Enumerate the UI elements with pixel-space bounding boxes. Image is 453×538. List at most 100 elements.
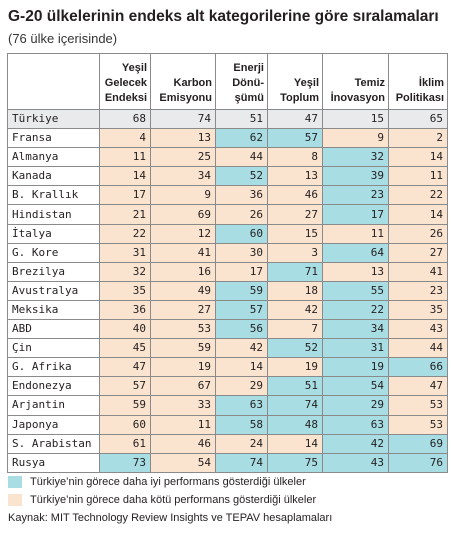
table-row: G. Afrika 47 19 14 19 19 66	[7, 357, 448, 378]
rank-cell: 36	[99, 299, 151, 321]
country-cell: Endonezya	[7, 376, 100, 397]
country-cell: Rusya	[7, 452, 100, 473]
legend-better: Türkiye’nin görece daha iyi performans g…	[8, 474, 448, 490]
rank-cell: 53	[388, 414, 448, 435]
rank-cell: 47	[388, 376, 448, 397]
column-header: Yeşil Gelecek Endeksi	[99, 53, 151, 110]
country-cell: G. Kore	[7, 242, 100, 263]
rank-cell: 45	[99, 338, 151, 359]
rank-cell: 64	[322, 242, 389, 263]
subtitle: (76 ülke içerisinde)	[8, 31, 118, 46]
rank-cell: 43	[322, 452, 389, 473]
country-cell: Japonya	[7, 414, 100, 435]
rank-cell: 7	[267, 319, 323, 340]
rank-cell: 31	[322, 338, 389, 359]
rank-cell: 26	[215, 204, 268, 225]
rank-cell: 13	[267, 166, 323, 187]
rank-cell: 46	[267, 185, 323, 206]
rank-cell: 41	[388, 261, 448, 282]
rank-cell: 14	[388, 147, 448, 168]
rank-cell: 42	[215, 338, 268, 359]
rank-cell: 63	[322, 414, 389, 435]
rank-cell: 40	[99, 319, 151, 340]
rank-cell: 23	[388, 280, 448, 301]
rank-cell: 14	[215, 357, 268, 378]
table-row: Endonezya 57 67 29 51 54 47	[7, 376, 448, 397]
country-cell: G. Afrika	[7, 357, 100, 378]
table-row: İtalya 22 12 60 15 11 26	[7, 223, 448, 244]
rank-cell: 42	[267, 299, 323, 321]
title-text: G-20 ülkelerinin endeks alt kategorileri…	[8, 8, 439, 25]
rank-cell: 57	[215, 299, 268, 321]
rank-cell: 29	[215, 376, 268, 397]
rank-cell: 43	[388, 319, 448, 340]
column-header-line: Yeşil	[293, 77, 319, 89]
rank-cell: 25	[150, 147, 216, 168]
column-header: Karbon Emisyonu	[150, 53, 216, 110]
rank-cell: 14	[388, 204, 448, 225]
rank-cell: 35	[99, 280, 151, 301]
column-header-line: Politikası	[395, 92, 444, 104]
rank-cell: 17	[215, 261, 268, 282]
rank-cell: 41	[150, 242, 216, 263]
country-cell: S. Arabistan	[7, 433, 100, 454]
rank-cell: 59	[150, 338, 216, 359]
rank-cell: 54	[150, 452, 216, 473]
country-cell: Çin	[7, 338, 100, 359]
rank-cell: 11	[322, 223, 389, 244]
column-header-line: Gelecek	[104, 77, 147, 89]
column-header-line: Karbon	[173, 77, 213, 89]
rank-cell: 27	[388, 242, 448, 263]
table-body: Türkiye 68 74 51 47 15 65 Fransa 4 13 62 57 9 2 Almany…	[7, 108, 448, 473]
rank-cell: 15	[322, 108, 389, 130]
rank-cell: 14	[267, 433, 323, 454]
legend-better-label: Türkiye’nin görece daha iyi performans g…	[30, 476, 306, 488]
rank-cell: 33	[150, 395, 216, 416]
rank-cell: 4	[99, 128, 151, 149]
column-header-line: Yeşil	[121, 62, 147, 74]
rank-cell: 18	[267, 280, 323, 301]
rank-cell: 32	[322, 147, 389, 168]
table-row: Hindistan 21 69 26 27 17 14	[7, 204, 448, 225]
table-row: Almanya 11 25 44 8 32 14	[7, 147, 448, 168]
rankings-table: Yeşil Gelecek Endeksi Karbon Emisyonu Enerji D…	[7, 53, 448, 473]
rank-cell: 46	[150, 433, 216, 454]
rank-cell: 51	[215, 108, 268, 130]
rank-cell: 52	[267, 338, 323, 359]
rank-cell: 74	[150, 108, 216, 130]
legend-worse-label: Türkiye’nin görece daha kötü performans …	[30, 494, 317, 506]
source-note: Kaynak: MIT Technology Review Insights v…	[8, 512, 333, 524]
rank-cell: 71	[267, 261, 323, 282]
table-row: Arjantin 59 33 63 74 29 53	[7, 395, 448, 416]
rank-cell: 11	[99, 147, 151, 168]
country-cell: Kanada	[7, 166, 100, 187]
table-row: S. Arabistan 61 46 24 14 42 69	[7, 433, 448, 454]
rank-cell: 44	[215, 147, 268, 168]
column-header-line: İnovasyon	[330, 92, 385, 104]
rank-cell: 63	[215, 395, 268, 416]
table-row: Çin 45 59 42 52 31 44	[7, 338, 448, 359]
rank-cell: 54	[322, 376, 389, 397]
country-cell: Brezilya	[7, 261, 100, 282]
table-row: Rusya 73 54 74 75 43 76	[7, 452, 448, 473]
rank-cell: 14	[99, 166, 151, 187]
rank-cell: 69	[150, 204, 216, 225]
rank-cell: 59	[215, 280, 268, 301]
rank-cell: 13	[322, 261, 389, 282]
rank-cell: 49	[150, 280, 216, 301]
rank-cell: 55	[322, 280, 389, 301]
rank-cell: 23	[322, 185, 389, 206]
page-title: G-20 ülkelerinin endeks alt kategorileri…	[8, 6, 448, 50]
rank-cell: 57	[267, 128, 323, 149]
rank-cell: 27	[150, 299, 216, 321]
rank-cell: 57	[99, 376, 151, 397]
country-cell: Avustralya	[7, 280, 100, 301]
rank-cell: 11	[150, 414, 216, 435]
table-row: Fransa 4 13 62 57 9 2	[7, 128, 448, 149]
rank-cell: 74	[215, 452, 268, 473]
column-header: İklim Politikası	[388, 53, 448, 110]
column-header: Temiz İnovasyon	[322, 53, 389, 110]
rank-cell: 34	[150, 166, 216, 187]
column-header-line: İklim	[418, 77, 444, 89]
rank-cell: 62	[215, 128, 268, 149]
